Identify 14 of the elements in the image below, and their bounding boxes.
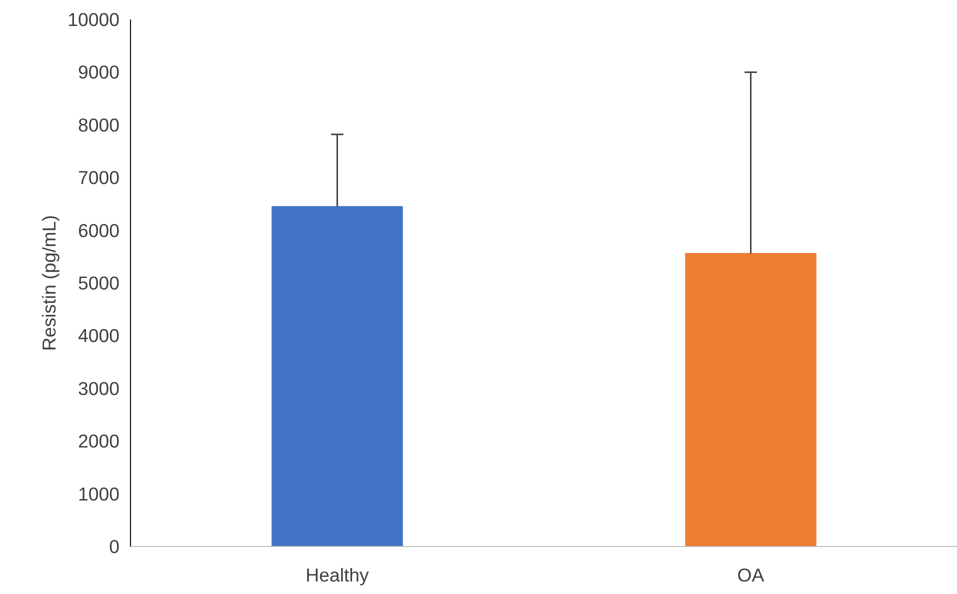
y-tick-label: 5000 (78, 272, 120, 294)
y-axis-title: Resistin (pg/mL) (38, 215, 60, 351)
y-tick-label: 0 (109, 536, 120, 557)
y-tick-label: 7000 (78, 167, 120, 188)
y-tick-label: 3000 (78, 378, 120, 399)
y-tick-label: 9000 (78, 62, 120, 83)
y-tick-label: 10000 (68, 9, 120, 30)
y-tick-label: 1000 (78, 483, 120, 504)
y-tick-label: 6000 (78, 220, 120, 241)
y-tick-label: 8000 (78, 114, 120, 136)
x-tick-label: Healthy (306, 564, 370, 586)
y-tick-label: 2000 (78, 430, 120, 452)
x-tick-label: OA (737, 564, 765, 586)
y-tick-label: 4000 (78, 325, 120, 346)
